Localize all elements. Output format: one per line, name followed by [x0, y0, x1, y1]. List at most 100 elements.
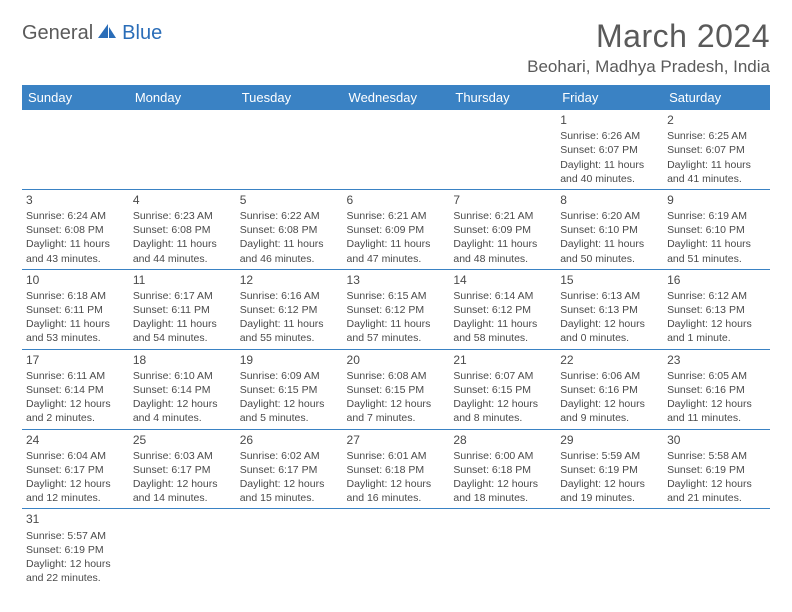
page-title: March 2024 [527, 18, 770, 55]
sunset-text: Sunset: 6:14 PM [26, 383, 125, 397]
calendar-week-row: 31Sunrise: 5:57 AMSunset: 6:19 PMDayligh… [22, 509, 770, 588]
sunrise-text: Sunrise: 6:05 AM [667, 369, 766, 383]
daylight-text: Daylight: 12 hours and 22 minutes. [26, 557, 125, 585]
calendar-day-cell: 5Sunrise: 6:22 AMSunset: 6:08 PMDaylight… [236, 189, 343, 269]
calendar-day-cell [449, 509, 556, 588]
day-info: Sunrise: 6:06 AMSunset: 6:16 PMDaylight:… [560, 369, 659, 426]
day-info: Sunrise: 6:16 AMSunset: 6:12 PMDaylight:… [240, 289, 339, 346]
sunset-text: Sunset: 6:08 PM [26, 223, 125, 237]
calendar-day-cell: 28Sunrise: 6:00 AMSunset: 6:18 PMDayligh… [449, 429, 556, 509]
calendar-day-cell: 30Sunrise: 5:58 AMSunset: 6:19 PMDayligh… [663, 429, 770, 509]
calendar-body: 1Sunrise: 6:26 AMSunset: 6:07 PMDaylight… [22, 110, 770, 588]
sunrise-text: Sunrise: 6:20 AM [560, 209, 659, 223]
day-info: Sunrise: 6:10 AMSunset: 6:14 PMDaylight:… [133, 369, 232, 426]
day-header: Saturday [663, 85, 770, 110]
daylight-text: Daylight: 11 hours and 50 minutes. [560, 237, 659, 265]
sunset-text: Sunset: 6:19 PM [26, 543, 125, 557]
calendar-day-cell [129, 509, 236, 588]
calendar-day-cell [343, 509, 450, 588]
calendar-week-row: 1Sunrise: 6:26 AMSunset: 6:07 PMDaylight… [22, 110, 770, 189]
sunrise-text: Sunrise: 6:13 AM [560, 289, 659, 303]
day-number: 13 [347, 272, 446, 288]
sunrise-text: Sunrise: 6:06 AM [560, 369, 659, 383]
daylight-text: Daylight: 11 hours and 43 minutes. [26, 237, 125, 265]
sunset-text: Sunset: 6:12 PM [347, 303, 446, 317]
day-info: Sunrise: 6:02 AMSunset: 6:17 PMDaylight:… [240, 449, 339, 506]
sunset-text: Sunset: 6:08 PM [240, 223, 339, 237]
sunrise-text: Sunrise: 6:18 AM [26, 289, 125, 303]
daylight-text: Daylight: 11 hours and 55 minutes. [240, 317, 339, 345]
sunrise-text: Sunrise: 5:58 AM [667, 449, 766, 463]
sunset-text: Sunset: 6:15 PM [453, 383, 552, 397]
sunset-text: Sunset: 6:16 PM [667, 383, 766, 397]
day-info: Sunrise: 6:05 AMSunset: 6:16 PMDaylight:… [667, 369, 766, 426]
sunset-text: Sunset: 6:15 PM [347, 383, 446, 397]
daylight-text: Daylight: 11 hours and 53 minutes. [26, 317, 125, 345]
day-number: 3 [26, 192, 125, 208]
daylight-text: Daylight: 12 hours and 16 minutes. [347, 477, 446, 505]
sunrise-text: Sunrise: 6:15 AM [347, 289, 446, 303]
daylight-text: Daylight: 11 hours and 40 minutes. [560, 158, 659, 186]
day-info: Sunrise: 6:15 AMSunset: 6:12 PMDaylight:… [347, 289, 446, 346]
day-number: 10 [26, 272, 125, 288]
sunset-text: Sunset: 6:10 PM [560, 223, 659, 237]
day-info: Sunrise: 6:04 AMSunset: 6:17 PMDaylight:… [26, 449, 125, 506]
sunrise-text: Sunrise: 6:16 AM [240, 289, 339, 303]
day-number: 28 [453, 432, 552, 448]
day-info: Sunrise: 6:23 AMSunset: 6:08 PMDaylight:… [133, 209, 232, 266]
daylight-text: Daylight: 12 hours and 18 minutes. [453, 477, 552, 505]
day-info: Sunrise: 6:01 AMSunset: 6:18 PMDaylight:… [347, 449, 446, 506]
day-number: 11 [133, 272, 232, 288]
day-number: 30 [667, 432, 766, 448]
logo: General Blue [22, 22, 162, 45]
calendar-day-cell: 23Sunrise: 6:05 AMSunset: 6:16 PMDayligh… [663, 349, 770, 429]
daylight-text: Daylight: 12 hours and 8 minutes. [453, 397, 552, 425]
location-subtitle: Beohari, Madhya Pradesh, India [527, 57, 770, 77]
calendar-week-row: 24Sunrise: 6:04 AMSunset: 6:17 PMDayligh… [22, 429, 770, 509]
sunrise-text: Sunrise: 6:09 AM [240, 369, 339, 383]
sunrise-text: Sunrise: 6:00 AM [453, 449, 552, 463]
calendar-day-cell: 15Sunrise: 6:13 AMSunset: 6:13 PMDayligh… [556, 269, 663, 349]
sunset-text: Sunset: 6:16 PM [560, 383, 659, 397]
daylight-text: Daylight: 12 hours and 0 minutes. [560, 317, 659, 345]
sunset-text: Sunset: 6:15 PM [240, 383, 339, 397]
sunrise-text: Sunrise: 6:21 AM [453, 209, 552, 223]
sunrise-text: Sunrise: 6:10 AM [133, 369, 232, 383]
day-number: 17 [26, 352, 125, 368]
day-number: 7 [453, 192, 552, 208]
daylight-text: Daylight: 11 hours and 58 minutes. [453, 317, 552, 345]
day-info: Sunrise: 6:18 AMSunset: 6:11 PMDaylight:… [26, 289, 125, 346]
day-number: 5 [240, 192, 339, 208]
sunset-text: Sunset: 6:18 PM [453, 463, 552, 477]
day-header: Monday [129, 85, 236, 110]
calendar-day-cell: 19Sunrise: 6:09 AMSunset: 6:15 PMDayligh… [236, 349, 343, 429]
sunset-text: Sunset: 6:11 PM [133, 303, 232, 317]
day-info: Sunrise: 6:17 AMSunset: 6:11 PMDaylight:… [133, 289, 232, 346]
sunrise-text: Sunrise: 6:12 AM [667, 289, 766, 303]
sunset-text: Sunset: 6:09 PM [347, 223, 446, 237]
calendar-day-cell: 24Sunrise: 6:04 AMSunset: 6:17 PMDayligh… [22, 429, 129, 509]
day-header: Friday [556, 85, 663, 110]
day-number: 21 [453, 352, 552, 368]
sunset-text: Sunset: 6:08 PM [133, 223, 232, 237]
calendar-day-cell: 25Sunrise: 6:03 AMSunset: 6:17 PMDayligh… [129, 429, 236, 509]
calendar-day-cell: 16Sunrise: 6:12 AMSunset: 6:13 PMDayligh… [663, 269, 770, 349]
calendar-day-cell: 22Sunrise: 6:06 AMSunset: 6:16 PMDayligh… [556, 349, 663, 429]
sunset-text: Sunset: 6:07 PM [667, 143, 766, 157]
header: General Blue March 2024 Beohari, Madhya … [22, 18, 770, 77]
day-info: Sunrise: 6:22 AMSunset: 6:08 PMDaylight:… [240, 209, 339, 266]
logo-text-general: General [22, 22, 93, 45]
day-info: Sunrise: 6:08 AMSunset: 6:15 PMDaylight:… [347, 369, 446, 426]
day-number: 26 [240, 432, 339, 448]
day-info: Sunrise: 6:21 AMSunset: 6:09 PMDaylight:… [347, 209, 446, 266]
day-header: Wednesday [343, 85, 450, 110]
sunrise-text: Sunrise: 6:17 AM [133, 289, 232, 303]
sunrise-text: Sunrise: 5:57 AM [26, 529, 125, 543]
daylight-text: Daylight: 11 hours and 57 minutes. [347, 317, 446, 345]
day-info: Sunrise: 6:11 AMSunset: 6:14 PMDaylight:… [26, 369, 125, 426]
sunset-text: Sunset: 6:14 PM [133, 383, 232, 397]
daylight-text: Daylight: 12 hours and 5 minutes. [240, 397, 339, 425]
sunset-text: Sunset: 6:07 PM [560, 143, 659, 157]
sunrise-text: Sunrise: 6:26 AM [560, 129, 659, 143]
daylight-text: Daylight: 12 hours and 2 minutes. [26, 397, 125, 425]
